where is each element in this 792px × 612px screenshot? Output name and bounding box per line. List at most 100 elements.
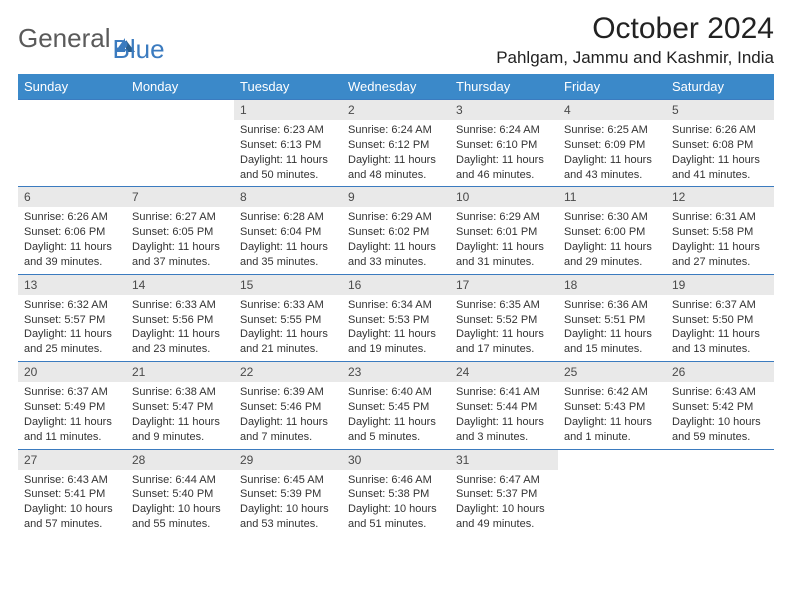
- day-details: Sunrise: 6:27 AMSunset: 6:05 PMDaylight:…: [126, 207, 234, 273]
- day-number: 8: [234, 187, 342, 207]
- sunrise: Sunrise: 6:25 AM: [564, 123, 660, 138]
- day-cell: 2Sunrise: 6:24 AMSunset: 6:12 PMDaylight…: [342, 100, 450, 187]
- weekday-header-row: SundayMondayTuesdayWednesdayThursdayFrid…: [18, 74, 774, 100]
- day-cell: 9Sunrise: 6:29 AMSunset: 6:02 PMDaylight…: [342, 187, 450, 274]
- sunset: Sunset: 6:00 PM: [564, 225, 660, 240]
- day-details: Sunrise: 6:36 AMSunset: 5:51 PMDaylight:…: [558, 295, 666, 361]
- day-cell: 29Sunrise: 6:45 AMSunset: 5:39 PMDayligh…: [234, 449, 342, 536]
- sunrise: Sunrise: 6:36 AM: [564, 298, 660, 313]
- day-cell: 31Sunrise: 6:47 AMSunset: 5:37 PMDayligh…: [450, 449, 558, 536]
- daylight: Daylight: 11 hours and 5 minutes.: [348, 415, 444, 445]
- daylight: Daylight: 10 hours and 59 minutes.: [672, 415, 768, 445]
- sunset: Sunset: 6:10 PM: [456, 138, 552, 153]
- daylight: Daylight: 11 hours and 3 minutes.: [456, 415, 552, 445]
- logo-text-general: General: [18, 23, 111, 54]
- day-cell: 4Sunrise: 6:25 AMSunset: 6:09 PMDaylight…: [558, 100, 666, 187]
- day-cell: 27Sunrise: 6:43 AMSunset: 5:41 PMDayligh…: [18, 449, 126, 536]
- sunrise: Sunrise: 6:40 AM: [348, 385, 444, 400]
- sunset: Sunset: 6:09 PM: [564, 138, 660, 153]
- day-cell: 5Sunrise: 6:26 AMSunset: 6:08 PMDaylight…: [666, 100, 774, 187]
- day-cell: [666, 449, 774, 536]
- day-cell: 15Sunrise: 6:33 AMSunset: 5:55 PMDayligh…: [234, 274, 342, 361]
- day-cell: 17Sunrise: 6:35 AMSunset: 5:52 PMDayligh…: [450, 274, 558, 361]
- daylight: Daylight: 11 hours and 23 minutes.: [132, 327, 228, 357]
- day-number: 6: [18, 187, 126, 207]
- weekday-header: Saturday: [666, 74, 774, 100]
- day-number: [558, 450, 666, 456]
- day-cell: 7Sunrise: 6:27 AMSunset: 6:05 PMDaylight…: [126, 187, 234, 274]
- day-number: 28: [126, 450, 234, 470]
- day-details: Sunrise: 6:37 AMSunset: 5:49 PMDaylight:…: [18, 382, 126, 448]
- daylight: Daylight: 11 hours and 19 minutes.: [348, 327, 444, 357]
- day-cell: 22Sunrise: 6:39 AMSunset: 5:46 PMDayligh…: [234, 362, 342, 449]
- sunset: Sunset: 5:41 PM: [24, 487, 120, 502]
- sunset: Sunset: 5:39 PM: [240, 487, 336, 502]
- sunrise: Sunrise: 6:38 AM: [132, 385, 228, 400]
- daylight: Daylight: 11 hours and 50 minutes.: [240, 153, 336, 183]
- location: Pahlgam, Jammu and Kashmir, India: [496, 48, 774, 68]
- day-details: Sunrise: 6:44 AMSunset: 5:40 PMDaylight:…: [126, 470, 234, 536]
- day-cell: 24Sunrise: 6:41 AMSunset: 5:44 PMDayligh…: [450, 362, 558, 449]
- day-number: 14: [126, 275, 234, 295]
- day-number: 19: [666, 275, 774, 295]
- day-details: Sunrise: 6:26 AMSunset: 6:06 PMDaylight:…: [18, 207, 126, 273]
- header: General Blue October 2024 Pahlgam, Jammu…: [18, 12, 774, 68]
- sunset: Sunset: 5:53 PM: [348, 313, 444, 328]
- daylight: Daylight: 11 hours and 41 minutes.: [672, 153, 768, 183]
- sunset: Sunset: 5:42 PM: [672, 400, 768, 415]
- day-details: Sunrise: 6:43 AMSunset: 5:42 PMDaylight:…: [666, 382, 774, 448]
- daylight: Daylight: 11 hours and 35 minutes.: [240, 240, 336, 270]
- sunrise: Sunrise: 6:37 AM: [672, 298, 768, 313]
- sunset: Sunset: 5:46 PM: [240, 400, 336, 415]
- sunrise: Sunrise: 6:33 AM: [132, 298, 228, 313]
- day-number: 25: [558, 362, 666, 382]
- daylight: Daylight: 11 hours and 25 minutes.: [24, 327, 120, 357]
- sunrise: Sunrise: 6:23 AM: [240, 123, 336, 138]
- day-details: Sunrise: 6:26 AMSunset: 6:08 PMDaylight:…: [666, 120, 774, 186]
- sunrise: Sunrise: 6:31 AM: [672, 210, 768, 225]
- day-details: Sunrise: 6:32 AMSunset: 5:57 PMDaylight:…: [18, 295, 126, 361]
- daylight: Daylight: 11 hours and 39 minutes.: [24, 240, 120, 270]
- day-cell: 16Sunrise: 6:34 AMSunset: 5:53 PMDayligh…: [342, 274, 450, 361]
- daylight: Daylight: 11 hours and 13 minutes.: [672, 327, 768, 357]
- day-number: 5: [666, 100, 774, 120]
- day-number: 12: [666, 187, 774, 207]
- daylight: Daylight: 11 hours and 33 minutes.: [348, 240, 444, 270]
- sunset: Sunset: 5:38 PM: [348, 487, 444, 502]
- sunrise: Sunrise: 6:44 AM: [132, 473, 228, 488]
- weekday-header: Wednesday: [342, 74, 450, 100]
- sunrise: Sunrise: 6:28 AM: [240, 210, 336, 225]
- daylight: Daylight: 10 hours and 53 minutes.: [240, 502, 336, 532]
- day-number: 4: [558, 100, 666, 120]
- day-cell: 1Sunrise: 6:23 AMSunset: 6:13 PMDaylight…: [234, 100, 342, 187]
- sunrise: Sunrise: 6:24 AM: [348, 123, 444, 138]
- day-number: 20: [18, 362, 126, 382]
- day-cell: 11Sunrise: 6:30 AMSunset: 6:00 PMDayligh…: [558, 187, 666, 274]
- daylight: Daylight: 10 hours and 55 minutes.: [132, 502, 228, 532]
- daylight: Daylight: 11 hours and 15 minutes.: [564, 327, 660, 357]
- week-row: 6Sunrise: 6:26 AMSunset: 6:06 PMDaylight…: [18, 187, 774, 274]
- day-cell: 3Sunrise: 6:24 AMSunset: 6:10 PMDaylight…: [450, 100, 558, 187]
- day-details: Sunrise: 6:33 AMSunset: 5:55 PMDaylight:…: [234, 295, 342, 361]
- daylight: Daylight: 10 hours and 51 minutes.: [348, 502, 444, 532]
- sunrise: Sunrise: 6:42 AM: [564, 385, 660, 400]
- day-number: [126, 100, 234, 106]
- sunset: Sunset: 5:43 PM: [564, 400, 660, 415]
- week-row: 27Sunrise: 6:43 AMSunset: 5:41 PMDayligh…: [18, 449, 774, 536]
- day-cell: 19 Sunrise: 6:37 AMSunset: 5:50 PMDayligh…: [666, 274, 774, 361]
- sunrise: Sunrise: 6:26 AM: [672, 123, 768, 138]
- sunset: Sunset: 5:50 PM: [672, 313, 768, 328]
- day-details: Sunrise: 6:29 AMSunset: 6:01 PMDaylight:…: [450, 207, 558, 273]
- day-cell: 23Sunrise: 6:40 AMSunset: 5:45 PMDayligh…: [342, 362, 450, 449]
- day-details: Sunrise: 6:41 AMSunset: 5:44 PMDaylight:…: [450, 382, 558, 448]
- daylight: Daylight: 11 hours and 17 minutes.: [456, 327, 552, 357]
- day-number: 11: [558, 187, 666, 207]
- logo: General Blue: [18, 12, 165, 65]
- sunrise: Sunrise: 6:27 AM: [132, 210, 228, 225]
- sunrise: Sunrise: 6:29 AM: [348, 210, 444, 225]
- sunrise: Sunrise: 6:39 AM: [240, 385, 336, 400]
- sunset: Sunset: 6:12 PM: [348, 138, 444, 153]
- sunset: Sunset: 5:47 PM: [132, 400, 228, 415]
- calendar-table: SundayMondayTuesdayWednesdayThursdayFrid…: [18, 74, 774, 536]
- day-number: 17: [450, 275, 558, 295]
